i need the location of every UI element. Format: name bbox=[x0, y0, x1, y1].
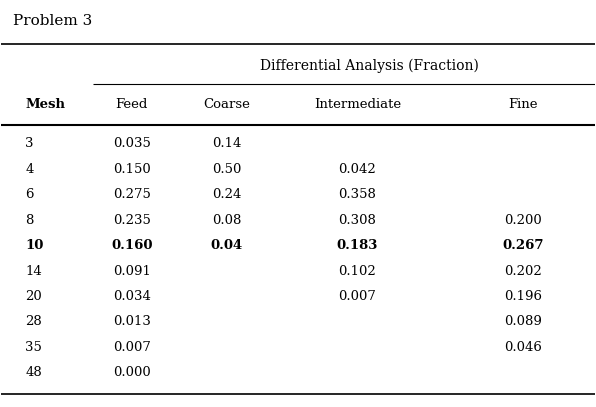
Text: 0.267: 0.267 bbox=[502, 239, 544, 252]
Text: 0.308: 0.308 bbox=[339, 214, 376, 227]
Text: Fine: Fine bbox=[508, 98, 538, 111]
Text: 0.089: 0.089 bbox=[504, 315, 542, 328]
Text: Differential Analysis (Fraction): Differential Analysis (Fraction) bbox=[260, 59, 479, 73]
Text: 0.358: 0.358 bbox=[339, 188, 376, 201]
Text: 0.200: 0.200 bbox=[505, 214, 542, 227]
Text: 14: 14 bbox=[25, 265, 42, 278]
Text: 48: 48 bbox=[25, 366, 42, 379]
Text: 0.007: 0.007 bbox=[113, 341, 151, 354]
Text: 0.50: 0.50 bbox=[212, 163, 241, 176]
Text: 0.042: 0.042 bbox=[339, 163, 376, 176]
Text: 8: 8 bbox=[25, 214, 33, 227]
Text: 6: 6 bbox=[25, 188, 33, 201]
Text: 0.04: 0.04 bbox=[211, 239, 243, 252]
Text: 0.183: 0.183 bbox=[337, 239, 378, 252]
Text: 28: 28 bbox=[25, 315, 42, 328]
Text: 0.08: 0.08 bbox=[212, 214, 241, 227]
Text: 10: 10 bbox=[25, 239, 44, 252]
Text: 0.034: 0.034 bbox=[113, 290, 151, 303]
Text: 0.275: 0.275 bbox=[113, 188, 151, 201]
Text: 0.24: 0.24 bbox=[212, 188, 241, 201]
Text: Coarse: Coarse bbox=[203, 98, 250, 111]
Text: 0.007: 0.007 bbox=[339, 290, 376, 303]
Text: 0.102: 0.102 bbox=[339, 265, 376, 278]
Text: 20: 20 bbox=[25, 290, 42, 303]
Text: 0.14: 0.14 bbox=[212, 137, 241, 150]
Text: 0.196: 0.196 bbox=[504, 290, 542, 303]
Text: 0.150: 0.150 bbox=[113, 163, 151, 176]
Text: Problem 3: Problem 3 bbox=[13, 13, 92, 28]
Text: 0.091: 0.091 bbox=[113, 265, 151, 278]
Text: 0.013: 0.013 bbox=[113, 315, 151, 328]
Text: 4: 4 bbox=[25, 163, 33, 176]
Text: Feed: Feed bbox=[116, 98, 148, 111]
Text: 0.202: 0.202 bbox=[505, 265, 542, 278]
Text: 0.046: 0.046 bbox=[504, 341, 542, 354]
Text: Intermediate: Intermediate bbox=[313, 98, 401, 111]
Text: 35: 35 bbox=[25, 341, 42, 354]
Text: Mesh: Mesh bbox=[25, 98, 65, 111]
Text: 3: 3 bbox=[25, 137, 33, 150]
Text: 0.160: 0.160 bbox=[111, 239, 153, 252]
Text: 0.235: 0.235 bbox=[113, 214, 151, 227]
Text: 0.000: 0.000 bbox=[113, 366, 151, 379]
Text: 0.035: 0.035 bbox=[113, 137, 151, 150]
